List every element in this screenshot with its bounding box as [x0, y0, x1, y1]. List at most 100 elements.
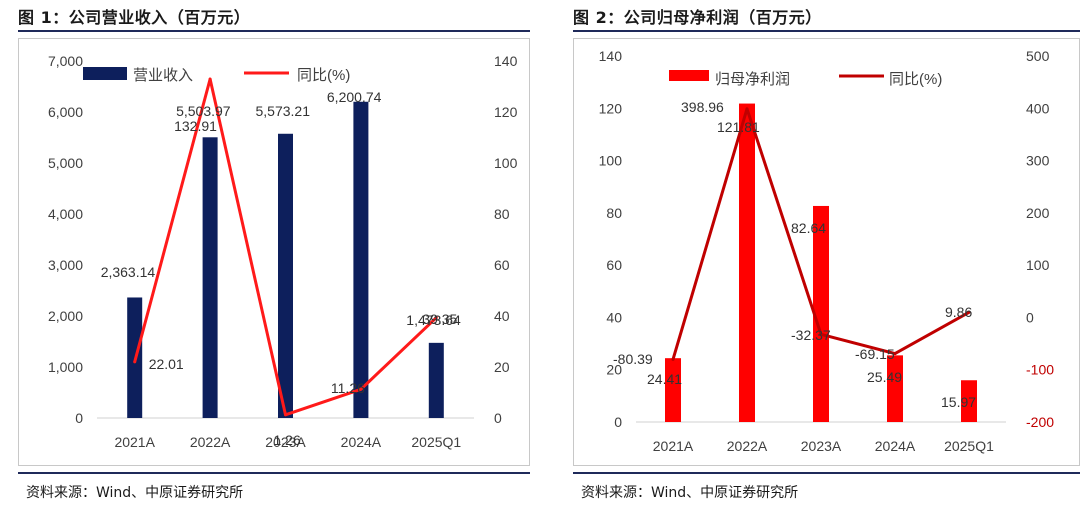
line-point — [208, 77, 212, 81]
line-point — [133, 360, 137, 364]
bar — [428, 342, 444, 418]
y-right-tick-label: 100 — [1026, 257, 1050, 273]
y-right-tick-label: 80 — [494, 206, 510, 222]
y-left-tick-label: 100 — [599, 153, 623, 169]
bar-data-label: 5,503.97 — [176, 103, 231, 119]
y-left-tick-label: 6,000 — [48, 104, 83, 120]
y-right-tick-label: 20 — [494, 359, 510, 375]
legend-line-label: 同比(%) — [889, 71, 942, 88]
net-profit-chart: 0 20 40 60 80 100 120 140 -200 -100 0 100 200 300 400 5… — [599, 48, 1055, 454]
y-right-tick-label: 100 — [494, 155, 518, 171]
y-left-tick-label: 60 — [606, 257, 622, 273]
x-tick-label: 2025Q1 — [411, 434, 461, 450]
y-left-tick-label: 0 — [614, 414, 622, 430]
source-note: 资料来源：Wind、中原证券研究所 — [581, 485, 799, 501]
line-data-label: 11.26 — [331, 380, 365, 396]
bar — [665, 358, 681, 422]
y-right-tick-label: 400 — [1026, 100, 1050, 116]
bar-data-label: 25.49 — [867, 369, 902, 385]
y-left-tick-label: 140 — [599, 48, 623, 64]
line-data-label: 398.96 — [681, 99, 724, 115]
line-data-label: 132.91 — [174, 118, 217, 134]
bar — [961, 380, 977, 422]
bar — [887, 355, 903, 422]
y-right-tick-label: 0 — [1026, 309, 1034, 325]
line-point — [819, 332, 823, 336]
line-data-label: 39.35 — [422, 311, 457, 327]
bar — [202, 137, 218, 418]
y-left-tick-label: 2,000 — [48, 308, 83, 324]
bar — [278, 133, 293, 418]
line-point — [284, 413, 287, 417]
y-left-tick-label: 120 — [599, 100, 623, 116]
bar-data-label: 1,473.64 — [406, 312, 461, 328]
line-data-label: -32.37 — [791, 327, 831, 343]
bar — [739, 103, 755, 422]
x-tick-label: 2023A — [265, 434, 306, 450]
x-tick-label: 2023A — [801, 438, 842, 454]
y-left-tick-label: 5,000 — [48, 155, 83, 171]
legend-bar-label: 归母净利润 — [715, 71, 790, 88]
y-right-tick-label: -100 — [1026, 362, 1054, 378]
chart-frame: 0 1,000 2,000 3,000 4,000 5,000 6,000 7,000 0 20 4… — [18, 38, 530, 466]
y-left-tick-label: 4,000 — [48, 206, 83, 222]
bar-data-label: 82.64 — [791, 220, 826, 236]
bar-data-label: 15.97 — [941, 394, 976, 410]
x-tick-label: 2024A — [875, 438, 916, 454]
line-point — [434, 316, 438, 320]
bar — [813, 205, 829, 422]
chart-frame: 0 20 40 60 80 100 120 140 -200 -100 0 100 200 300 400 5… — [573, 38, 1080, 466]
bottom-divider — [573, 472, 1080, 474]
line-data-label: 1.26 — [274, 432, 301, 448]
y-left-tick-label: 7,000 — [48, 53, 83, 69]
chart-panel-revenue: 图 1：公司营业收入（百万元） 0 1,000 2,000 3,000 4,000 5,0… — [0, 0, 530, 507]
y-left-tick-label: 20 — [606, 362, 622, 378]
y-right-tick-label: 200 — [1026, 205, 1050, 221]
line-data-label: -80.39 — [613, 351, 653, 367]
legend-bar-label: 营业收入 — [133, 67, 193, 84]
line-point — [967, 310, 971, 314]
y-right-tick-label: 60 — [494, 257, 510, 273]
figure-title: 图 1：公司营业收入（百万元） — [18, 8, 251, 27]
chart-panel-net-profit: 图 2：公司归母净利润（百万元） 0 20 40 60 80 100 120 140 -200 -… — [555, 0, 1080, 507]
legend-bar-swatch — [669, 70, 709, 81]
figure-title: 图 2：公司归母净利润（百万元） — [573, 8, 822, 27]
y-right-tick-label: 40 — [494, 308, 510, 324]
x-tick-label: 2025Q1 — [944, 438, 994, 454]
y-left-tick-label: 1,000 — [48, 359, 83, 375]
x-tick-label: 2024A — [341, 434, 382, 450]
line-point — [745, 107, 749, 111]
x-tick-label: 2022A — [190, 434, 231, 450]
x-tick-label: 2021A — [653, 438, 694, 454]
y-right-tick-label: 500 — [1026, 48, 1050, 64]
title-divider — [18, 30, 530, 32]
y-right-tick-label: 300 — [1026, 153, 1050, 169]
bottom-divider — [18, 472, 530, 474]
legend-line-label: 同比(%) — [297, 67, 350, 84]
line-data-label: -69.15 — [855, 346, 895, 362]
y-right-tick-label: 120 — [494, 104, 518, 120]
y-left-tick-label: 3,000 — [48, 257, 83, 273]
y-right-tick-label: -200 — [1026, 414, 1054, 430]
bar-data-label: 2,363.14 — [101, 264, 156, 280]
line-data-label: 22.01 — [149, 356, 184, 372]
title-divider — [573, 30, 1080, 32]
line-point — [359, 387, 363, 391]
bar-data-label: 5,573.21 — [256, 103, 311, 119]
legend-bar-swatch — [83, 67, 127, 80]
y-right-tick-label: 0 — [494, 410, 502, 426]
bar-data-label: 24.41 — [647, 371, 682, 387]
revenue-chart: 0 1,000 2,000 3,000 4,000 5,000 6,000 7,000 0 20 4… — [48, 53, 518, 450]
source-note: 资料来源：Wind、中原证券研究所 — [26, 485, 244, 501]
x-tick-label: 2022A — [727, 438, 768, 454]
bar — [353, 101, 369, 418]
y-right-tick-label: 140 — [494, 53, 518, 69]
line-data-label: 9.86 — [945, 304, 972, 320]
y-left-tick-label: 40 — [606, 309, 622, 325]
line-point — [893, 352, 897, 356]
y-left-tick-label: 0 — [75, 410, 83, 426]
x-tick-label: 2021A — [114, 434, 155, 450]
bar-data-label: 6,200.74 — [327, 89, 382, 105]
line-point — [671, 357, 675, 361]
y-left-tick-label: 80 — [606, 205, 622, 221]
